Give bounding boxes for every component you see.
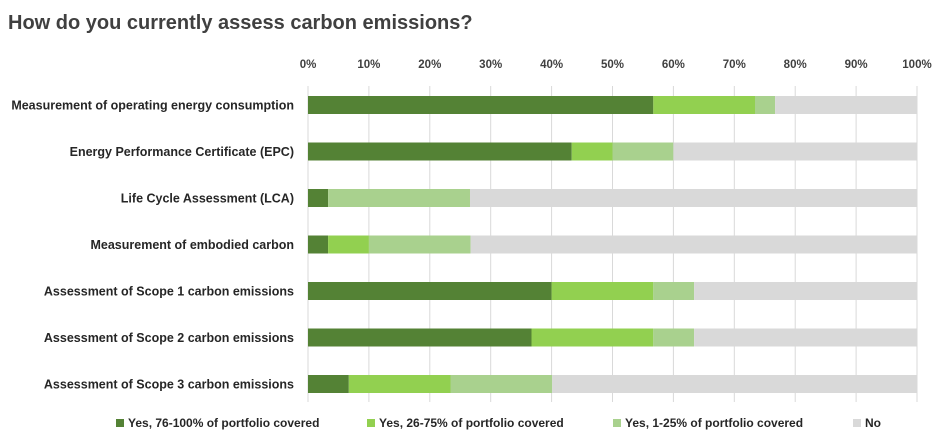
- x-tick-label: 60%: [662, 59, 685, 71]
- bar-segment: [308, 142, 572, 161]
- bar-segment: [470, 235, 917, 254]
- bar-segment: [308, 96, 654, 114]
- x-axis-ticks: 0% 10% 20% 30% 40% 50% 60% 70% 80% 90% 100%: [300, 59, 932, 71]
- x-tick-label: 40%: [540, 59, 563, 71]
- x-tick-label: 30%: [479, 59, 502, 71]
- bar-segment: [308, 189, 329, 207]
- bar-segment: [694, 328, 917, 347]
- bar-segment: [775, 96, 917, 114]
- bar-segment: [328, 189, 470, 207]
- legend-label: Yes, 26-75% of portfolio covered: [379, 416, 564, 430]
- legend-label: No: [865, 416, 881, 430]
- bar-segment: [755, 96, 776, 114]
- x-tick-label: 10%: [357, 59, 380, 71]
- bar-segment: [551, 282, 654, 300]
- category-label: Life Cycle Assessment (LCA): [121, 192, 294, 206]
- category-label: Energy Performance Certificate (EPC): [70, 145, 294, 159]
- bar-segment: [571, 142, 613, 161]
- x-tick-label: 70%: [723, 59, 746, 71]
- category-labels: Measurement of operating energy consumpt…: [11, 99, 294, 392]
- bar-segment: [673, 142, 917, 161]
- category-label: Assessment of Scope 2 carbon emissions: [44, 331, 294, 345]
- bar-segment: [694, 282, 917, 300]
- bar-segment: [653, 282, 695, 300]
- legend-label: Yes, 1-25% of portfolio covered: [625, 416, 803, 430]
- legend-label: Yes, 76-100% of portfolio covered: [128, 416, 319, 430]
- category-label: Assessment of Scope 3 carbon emissions: [44, 378, 294, 392]
- bar-segment: [368, 235, 471, 254]
- x-tick-label: 50%: [601, 59, 624, 71]
- bar-segment: [531, 328, 654, 347]
- bar-segment: [308, 235, 329, 254]
- x-tick-label: 80%: [784, 59, 807, 71]
- legend-swatch: [613, 419, 621, 427]
- legend-swatch: [853, 419, 861, 427]
- bar-segment: [653, 328, 695, 347]
- bar-segment: [612, 142, 674, 161]
- x-tick-label: 100%: [902, 59, 931, 71]
- legend-swatch: [367, 419, 375, 427]
- category-label: Measurement of embodied carbon: [90, 238, 294, 252]
- bar-segment: [348, 375, 451, 393]
- x-tick-label: 90%: [845, 59, 868, 71]
- bar-segment: [308, 328, 532, 347]
- category-label: Assessment of Scope 1 carbon emissions: [44, 285, 294, 299]
- bar-segment: [653, 96, 756, 114]
- x-tick-label: 0%: [300, 59, 317, 71]
- bar-segment: [450, 375, 553, 393]
- bar-segment: [552, 375, 917, 393]
- category-label: Measurement of operating energy consumpt…: [11, 99, 294, 113]
- bar-segment: [308, 375, 349, 393]
- bar-segment: [469, 189, 917, 207]
- x-tick-label: 20%: [418, 59, 441, 71]
- bar-segment: [308, 282, 552, 300]
- bar-segment: [328, 235, 369, 254]
- legend-swatch: [116, 419, 124, 427]
- legend: Yes, 76-100% of portfolio covered Yes, 26…: [116, 416, 881, 430]
- bars: [308, 96, 917, 393]
- chart-title: How do you currently assess carbon emiss…: [8, 12, 473, 34]
